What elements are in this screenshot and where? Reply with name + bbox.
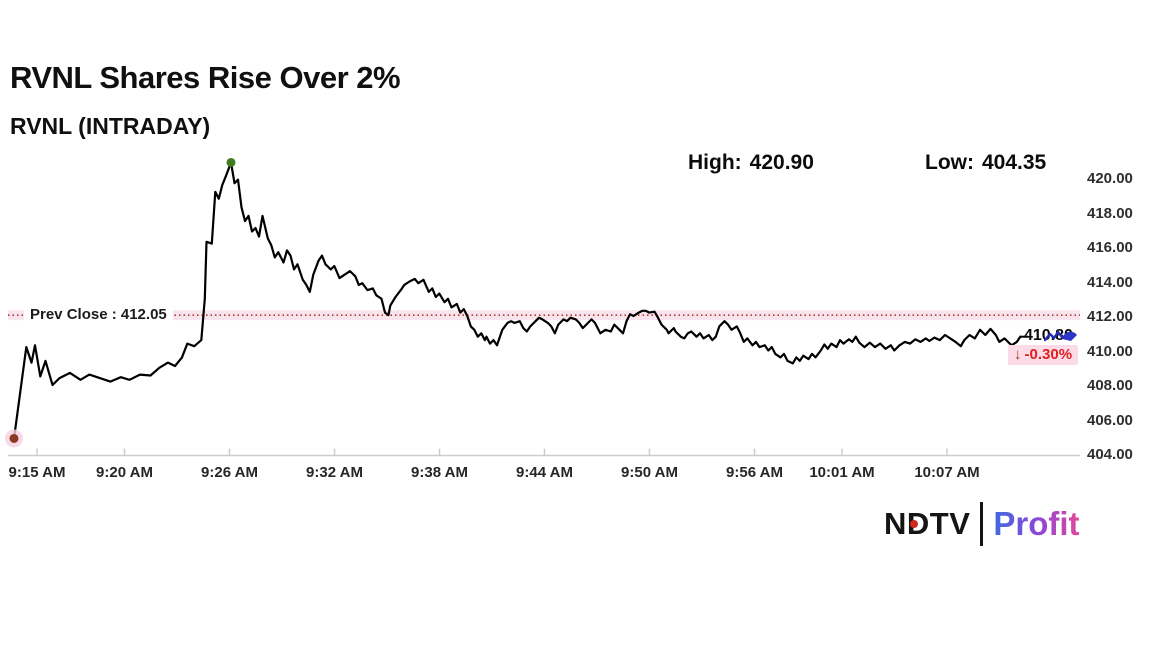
x-axis-label: 9:38 AM (411, 464, 468, 481)
low-label: Low: (925, 151, 974, 174)
low-value: 404.35 (981, 151, 1047, 174)
x-axis-label: 9:32 AM (306, 464, 363, 481)
page-title: RVNL Shares Rise Over 2% (10, 60, 401, 95)
x-axis-label: 10:07 AM (914, 464, 980, 481)
y-axis-label: 404.00 (1087, 446, 1133, 463)
low-stat: Low: 404.35 (925, 151, 1046, 175)
sparkline-icon (1044, 330, 1077, 342)
x-axis-label: 9:26 AM (201, 464, 258, 481)
y-axis-label: 420.00 (1087, 170, 1133, 187)
change-badge: ↓ -0.30% (1008, 344, 1079, 365)
red-dot-icon (910, 520, 918, 528)
down-arrow-icon: ↓ (1014, 345, 1022, 363)
x-axis-label: 9:56 AM (726, 464, 783, 481)
x-axis-label: 10:01 AM (809, 464, 875, 481)
x-axis-label: 9:50 AM (621, 464, 678, 481)
brand-profit: Profit (993, 505, 1080, 542)
x-axis-label: 9:44 AM (516, 464, 573, 481)
brand-logo: NDTV Profit (884, 502, 1080, 546)
y-axis-label: 414.00 (1087, 273, 1133, 291)
page-subtitle: RVNL (INTRADAY) (10, 113, 211, 139)
brand-divider (980, 502, 984, 546)
high-value: 420.90 (749, 151, 814, 174)
y-axis-label: 412.00 (1087, 308, 1133, 325)
x-axis-label: 9:15 AM (8, 464, 66, 481)
x-axis-label: 9:20 AM (96, 464, 153, 481)
prev-close-label: Prev Close : 412.05 (24, 306, 173, 323)
brand-ndtv: NDTV (884, 506, 970, 542)
y-axis-label: 418.00 (1087, 204, 1133, 222)
change-value: -0.30% (1024, 345, 1073, 363)
high-stat: High: 420.90 (688, 151, 814, 175)
y-axis-label: 406.00 (1087, 411, 1133, 429)
y-axis-label: 410.00 (1087, 342, 1133, 360)
brand-ndtv-text: NDTV (884, 506, 971, 541)
high-label: High: (688, 151, 742, 174)
y-axis-label: 408.00 (1087, 377, 1133, 394)
y-axis-label: 416.00 (1087, 239, 1133, 256)
